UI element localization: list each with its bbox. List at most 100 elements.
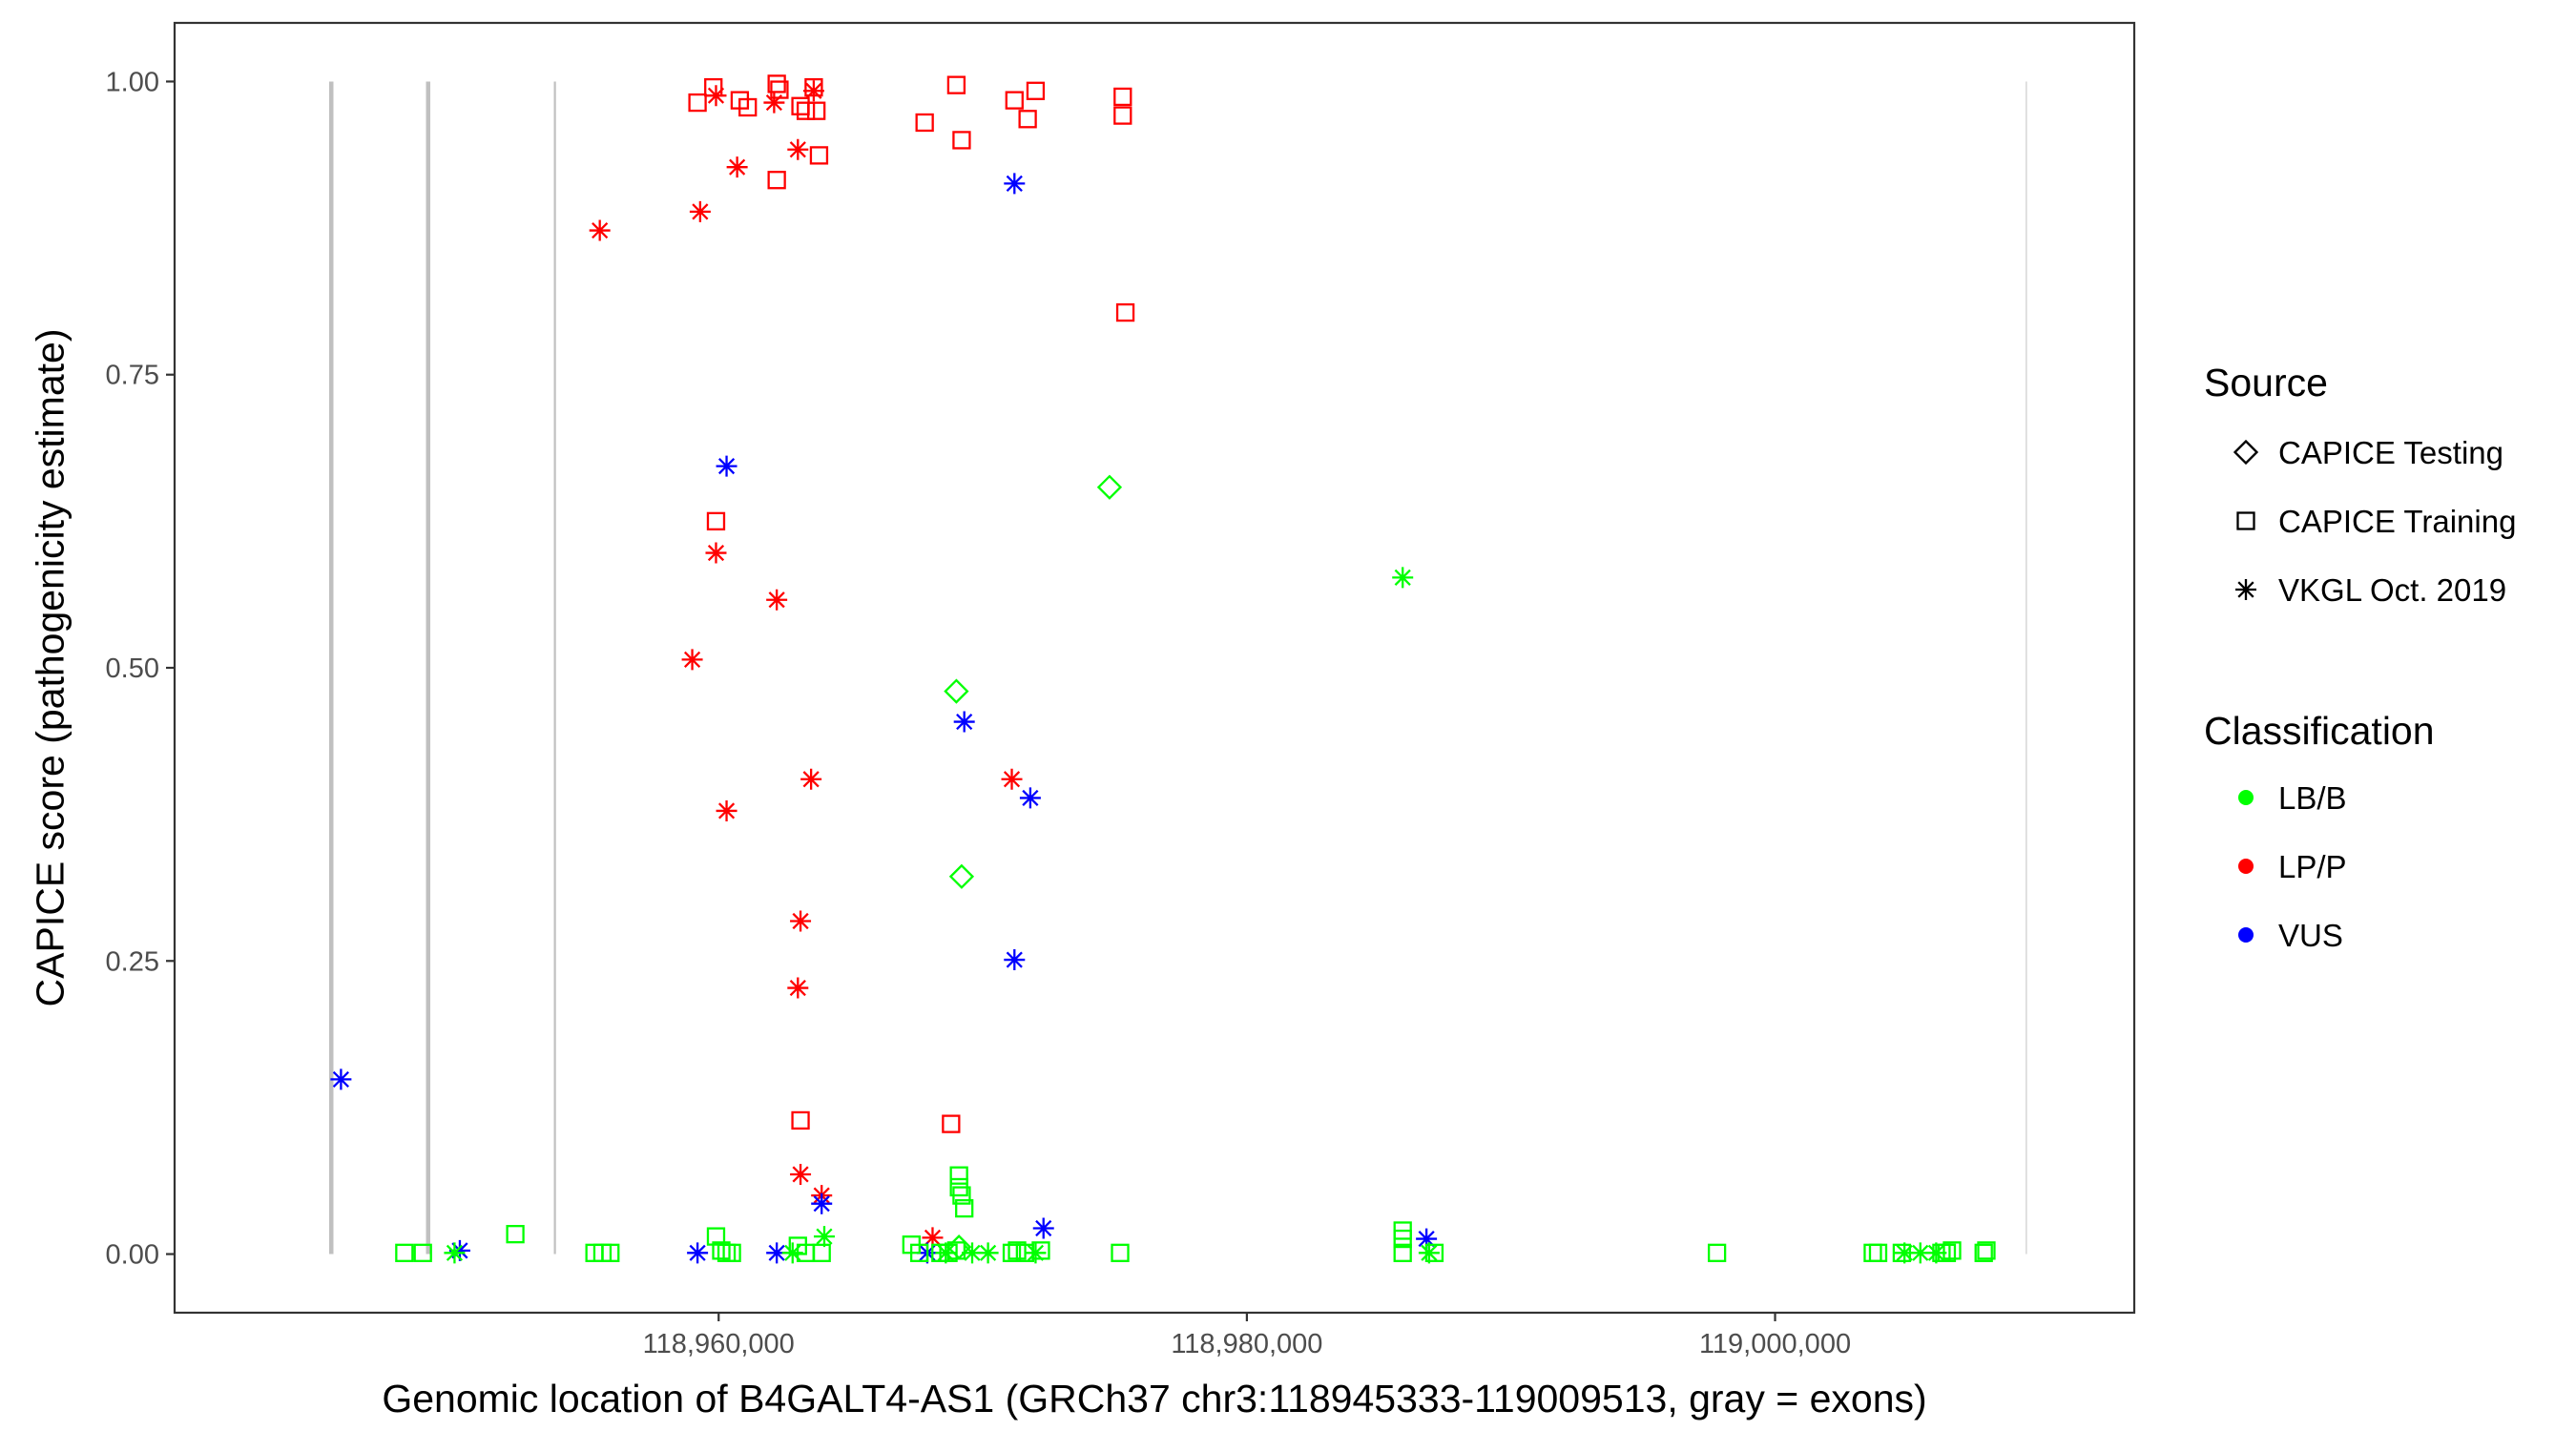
legend-item-lpp: LP/P bbox=[2278, 849, 2347, 884]
data-point-asterisk bbox=[953, 711, 975, 733]
data-point-asterisk bbox=[1004, 949, 1026, 971]
data-point-square bbox=[413, 1243, 432, 1262]
data-point-square bbox=[706, 1227, 726, 1246]
y-tick-label: 0.00 bbox=[106, 1240, 159, 1271]
data-point-asterisk bbox=[589, 219, 611, 241]
data-point-square bbox=[807, 101, 826, 120]
data-point-asterisk bbox=[1925, 1242, 1947, 1264]
data-point-asterisk bbox=[763, 92, 785, 114]
data-point-asterisk bbox=[961, 1242, 983, 1264]
y-tick-label: 0.75 bbox=[106, 361, 159, 391]
data-point-asterisk bbox=[689, 200, 711, 222]
y-tick-label: 0.25 bbox=[106, 946, 159, 977]
data-point-square bbox=[949, 1166, 968, 1185]
data-point-square bbox=[688, 93, 707, 113]
data-point-asterisk bbox=[330, 1068, 352, 1090]
legend-source-title: Source bbox=[2204, 361, 2328, 404]
data-point-asterisk bbox=[681, 649, 703, 671]
data-point-asterisk bbox=[1392, 567, 1414, 589]
data-point-asterisk bbox=[705, 85, 727, 107]
x-axis-title: Genomic location of B4GALT4-AS1 (GRCh37 … bbox=[382, 1377, 1926, 1421]
data-point-square bbox=[1424, 1243, 1444, 1262]
x-tick-label: 118,980,000 bbox=[1171, 1329, 1322, 1359]
data-point-asterisk bbox=[787, 138, 809, 160]
data-point-square bbox=[1977, 1241, 1996, 1260]
legend-item-vus: VUS bbox=[2278, 918, 2343, 953]
legend-key-vus-dot-icon bbox=[2238, 927, 2254, 943]
data-point-square bbox=[1892, 1243, 1912, 1262]
data-point-square bbox=[506, 1225, 525, 1244]
data-point-square bbox=[722, 1243, 741, 1262]
data-point-square bbox=[767, 171, 786, 190]
data-point-asterisk bbox=[1894, 1242, 1916, 1264]
data-point-square bbox=[952, 1186, 971, 1205]
data-point-asterisk bbox=[1004, 173, 1026, 195]
data-point-asterisk bbox=[790, 910, 812, 932]
legend-item-lbb: LB/B bbox=[2278, 780, 2347, 816]
data-point-square bbox=[1393, 1229, 1412, 1249]
data-point-asterisk bbox=[766, 1242, 788, 1264]
exon-lines bbox=[328, 81, 2027, 1255]
data-point-asterisk bbox=[802, 80, 824, 102]
data-point-square bbox=[601, 1243, 620, 1262]
axes: 0.00 0.25 0.50 0.75 1.00 118,960,000 118,980,0… bbox=[106, 67, 1852, 1359]
data-point-square bbox=[1868, 1243, 1888, 1262]
x-tick-label: 119,000,000 bbox=[1699, 1329, 1851, 1359]
data-point-square bbox=[706, 511, 726, 531]
data-point-asterisk bbox=[800, 768, 822, 790]
data-point-square bbox=[1974, 1243, 1993, 1262]
data-point-asterisk bbox=[726, 156, 748, 178]
legend-key-lbb-dot-icon bbox=[2238, 790, 2254, 805]
data-point-square bbox=[1393, 1243, 1412, 1262]
data-point-square bbox=[812, 1243, 831, 1262]
data-point-asterisk bbox=[813, 1226, 835, 1248]
data-point-asterisk bbox=[687, 1242, 709, 1264]
data-point-diamond bbox=[948, 863, 975, 889]
data-point-asterisk bbox=[1909, 1242, 1931, 1264]
data-point-square bbox=[915, 113, 934, 133]
data-point-square bbox=[1115, 302, 1135, 322]
legend-key-diamond-icon bbox=[2233, 439, 2259, 466]
data-point-square bbox=[1937, 1243, 1957, 1262]
data-point-asterisk bbox=[977, 1242, 999, 1264]
data-point-square bbox=[712, 1241, 731, 1260]
data-points bbox=[330, 74, 1996, 1264]
data-point-square bbox=[1942, 1241, 1962, 1260]
data-point-square bbox=[946, 1241, 966, 1260]
data-point-asterisk bbox=[790, 1163, 812, 1185]
data-point-asterisk bbox=[444, 1242, 466, 1264]
data-point-square bbox=[1018, 110, 1037, 129]
data-point-square bbox=[952, 131, 971, 150]
legend-item-capice-testing: CAPICE Testing bbox=[2278, 435, 2503, 470]
data-point-asterisk bbox=[1416, 1228, 1438, 1250]
data-point-asterisk bbox=[448, 1239, 470, 1261]
data-point-square bbox=[791, 1110, 810, 1130]
data-point-diamond bbox=[944, 678, 969, 704]
data-point-asterisk bbox=[716, 455, 737, 477]
legend-key-square-icon bbox=[2236, 511, 2255, 530]
data-point-asterisk bbox=[935, 1242, 957, 1264]
data-point-square bbox=[1026, 81, 1046, 100]
data-point-asterisk bbox=[1019, 787, 1041, 809]
data-point-asterisk bbox=[922, 1227, 944, 1249]
data-point-square bbox=[955, 1198, 974, 1218]
data-point-asterisk bbox=[1032, 1217, 1054, 1239]
data-point-square bbox=[1031, 1241, 1050, 1260]
data-point-square bbox=[1005, 91, 1024, 110]
legend-key-lpp-dot-icon bbox=[2238, 859, 2254, 874]
legend-key-asterisk-icon bbox=[2235, 579, 2256, 600]
data-point-square bbox=[809, 146, 829, 165]
data-point-asterisk bbox=[705, 542, 727, 564]
data-point-square bbox=[738, 97, 758, 117]
data-point-square bbox=[946, 75, 966, 94]
data-point-square bbox=[1002, 1243, 1022, 1262]
legend-source: Source CAPICE Testing CAPICE Training VK… bbox=[2204, 361, 2516, 608]
y-axis-title: CAPICE score (pathogenicity estimate) bbox=[28, 329, 72, 1007]
data-point-square bbox=[767, 74, 786, 93]
legend-item-vkgl: VKGL Oct. 2019 bbox=[2278, 572, 2506, 608]
y-tick-label: 0.50 bbox=[106, 653, 159, 684]
data-point-square bbox=[1111, 1243, 1130, 1262]
data-point-asterisk bbox=[787, 977, 809, 999]
legend-item-capice-training: CAPICE Training bbox=[2278, 504, 2516, 539]
